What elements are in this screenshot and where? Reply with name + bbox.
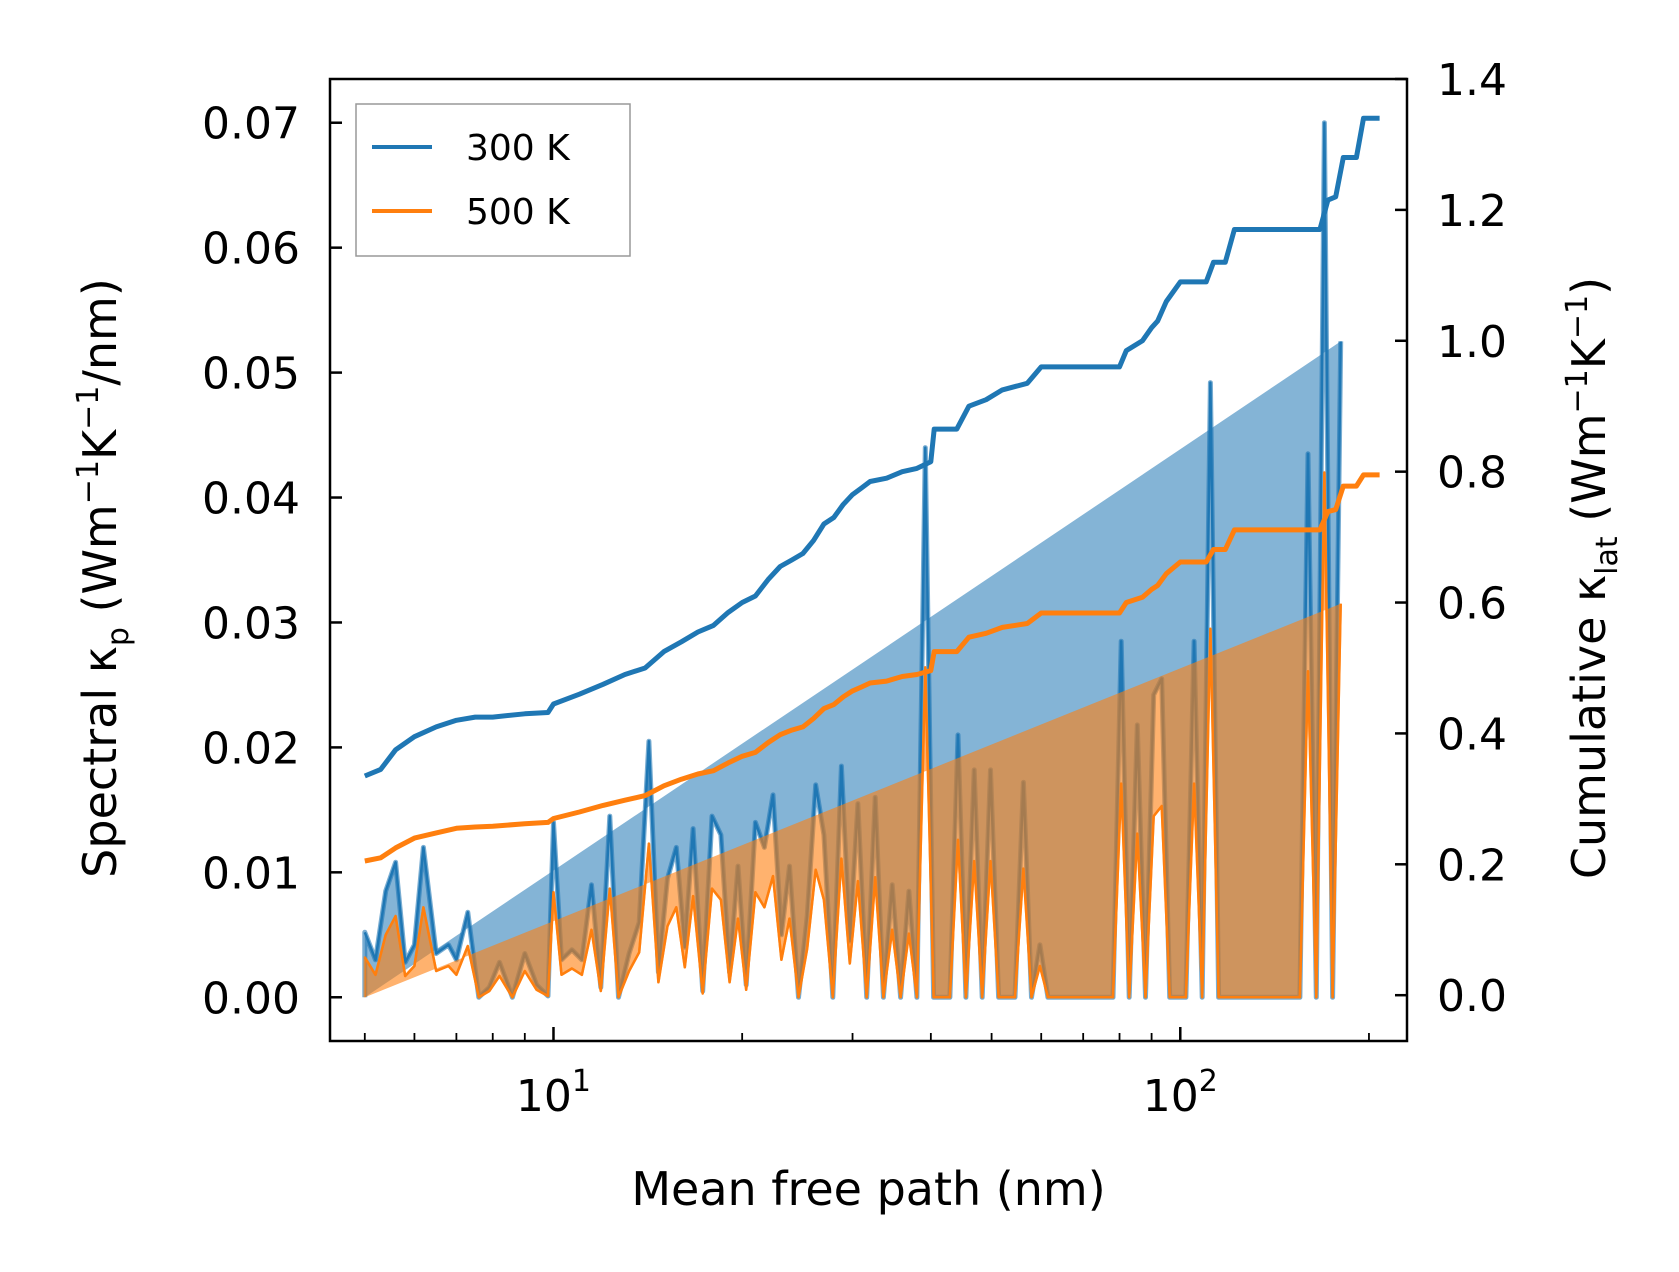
y-right-tick-label: 0.4 <box>1437 709 1507 760</box>
y-left-tick-label: 0.03 <box>202 598 300 649</box>
y-left-tick-label: 0.00 <box>202 973 300 1024</box>
data-lines <box>363 115 1380 864</box>
y-right-tick-label: 0.2 <box>1437 840 1507 891</box>
y-right-tick-label: 0.0 <box>1437 971 1507 1022</box>
y-right-tick-label: 1.0 <box>1437 317 1507 368</box>
axis-ticks: 0.00 0.01 0.02 0.03 0.04 0.05 0.06 0.07 0.0 0.2 0.… <box>202 55 1507 1122</box>
y-left-tick-label: 0.05 <box>202 349 300 400</box>
y-right-tick-label: 0.8 <box>1437 448 1507 499</box>
y-right-axis-label: Cumulative κlat (Wm−1K−1) <box>1560 277 1625 879</box>
y-right-tick-label: 0.6 <box>1437 579 1507 630</box>
legend-label-500k: 500 K <box>466 192 571 233</box>
plot-frame <box>328 77 1409 1043</box>
y-left-tick-label: 0.06 <box>202 224 300 275</box>
cumulative-line-300k <box>363 115 1380 779</box>
y-left-tick-label: 0.04 <box>202 474 300 525</box>
y-right-tick-label: 1.2 <box>1437 186 1507 237</box>
spectral-fills <box>362 120 1344 1000</box>
legend-label-300k: 300 K <box>466 128 571 169</box>
spectral-line-500k <box>363 471 1342 999</box>
legend-box <box>355 103 631 257</box>
y-left-tick-label: 0.07 <box>202 99 300 150</box>
x-tick-label: 102 <box>1143 1064 1218 1122</box>
cumulative-line-500k <box>364 472 1380 864</box>
y-left-tick-label: 0.01 <box>202 848 300 899</box>
y-right-tick-label: 1.4 <box>1437 55 1507 106</box>
x-axis-label: Mean free path (nm) <box>631 1162 1105 1216</box>
legend: 300 K 500 K <box>355 103 631 257</box>
y-left-axis-label: Spectral κp (Wm−1K−1/nm) <box>71 278 136 878</box>
x-tick-label: 101 <box>516 1064 591 1122</box>
y-left-tick-label: 0.02 <box>202 723 300 774</box>
